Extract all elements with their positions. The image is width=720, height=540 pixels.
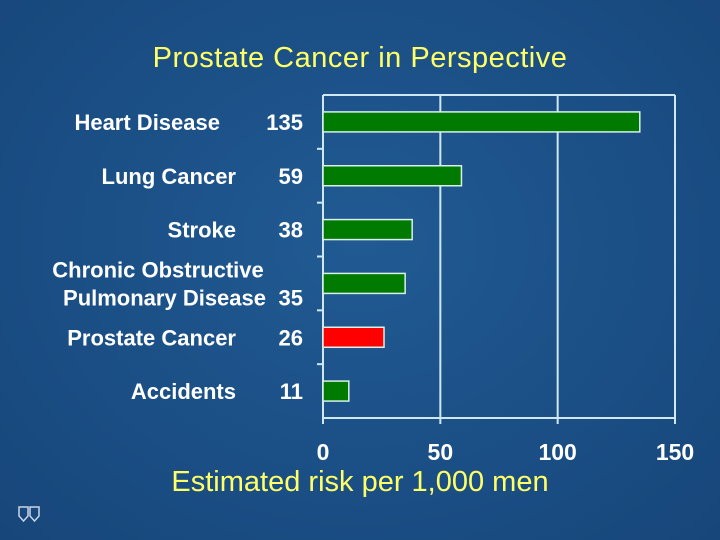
category-label: Accidents bbox=[131, 379, 236, 404]
category-label: Pulmonary Disease bbox=[63, 285, 266, 310]
value-label: 35 bbox=[279, 285, 303, 310]
x-axis-label: Estimated risk per 1,000 men bbox=[171, 466, 549, 498]
value-label: 135 bbox=[266, 110, 303, 135]
bar bbox=[322, 111, 641, 133]
x-tick-label: 150 bbox=[656, 439, 694, 465]
value-label: 59 bbox=[279, 164, 303, 189]
bar bbox=[322, 326, 385, 348]
value-label: 11 bbox=[280, 379, 303, 404]
category-label: Chronic Obstructive bbox=[52, 257, 263, 282]
category-label: Heart Disease bbox=[74, 110, 220, 135]
value-label: 26 bbox=[279, 325, 303, 350]
bar bbox=[322, 218, 413, 241]
x-tick-label: 0 bbox=[317, 439, 330, 465]
bar bbox=[322, 380, 350, 402]
x-tick-label: 100 bbox=[538, 439, 576, 465]
chart-title: Prostate Cancer in Perspective bbox=[152, 42, 568, 74]
x-tick-label: 50 bbox=[428, 439, 454, 465]
category-label: Stroke bbox=[168, 218, 236, 243]
bar bbox=[322, 272, 406, 295]
shield-logo-icon bbox=[18, 506, 40, 523]
value-label: 38 bbox=[279, 218, 303, 243]
mayo-clinic-logo bbox=[18, 505, 40, 523]
bar bbox=[322, 165, 463, 187]
category-label: Prostate Cancer bbox=[67, 325, 236, 350]
category-label: Lung Cancer bbox=[102, 164, 237, 189]
